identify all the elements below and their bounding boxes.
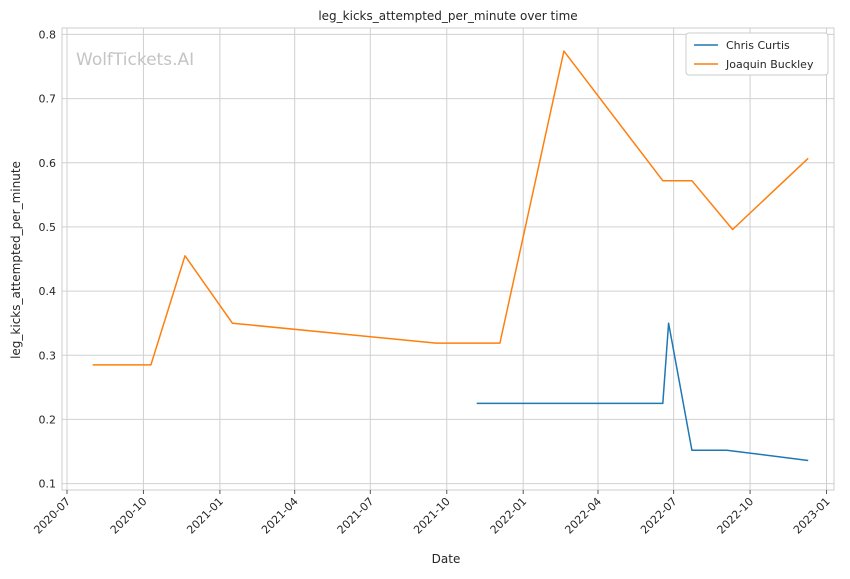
y-tick-label: 0.7	[39, 93, 57, 106]
y-tick-label: 0.3	[39, 349, 57, 362]
y-tick-label: 0.2	[39, 413, 57, 426]
legend-label-chris-curtis: Chris Curtis	[726, 39, 790, 52]
y-tick-label: 0.6	[39, 157, 57, 170]
y-tick-label: 0.8	[39, 28, 57, 41]
y-tick-label: 0.1	[39, 478, 57, 491]
y-axis-ticks: 0.1 0.2 0.3 0.4 0.5 0.6 0.7 0.8	[39, 28, 57, 490]
series-layer	[92, 50, 809, 462]
watermark-text: WolfTickets.AI	[76, 50, 194, 70]
legend-box	[685, 32, 829, 76]
plot-area-frame	[61, 27, 835, 491]
x-axis-label: Date	[432, 552, 461, 566]
legend: Chris Curtis Joaquin Buckley	[685, 32, 829, 76]
y-axis-label: leg_kicks_attempted_per_minute	[9, 161, 23, 359]
series-line-chris-curtis	[476, 322, 809, 462]
y-tick-label: 0.5	[39, 221, 57, 234]
series-line-joaquin-buckley	[92, 50, 809, 366]
grid-lines	[62, 28, 834, 490]
y-tick-label: 0.4	[39, 285, 57, 298]
chart-title: leg_kicks_attempted_per_minute over time	[318, 9, 577, 23]
legend-label-joaquin-buckley: Joaquin Buckley	[725, 58, 814, 71]
